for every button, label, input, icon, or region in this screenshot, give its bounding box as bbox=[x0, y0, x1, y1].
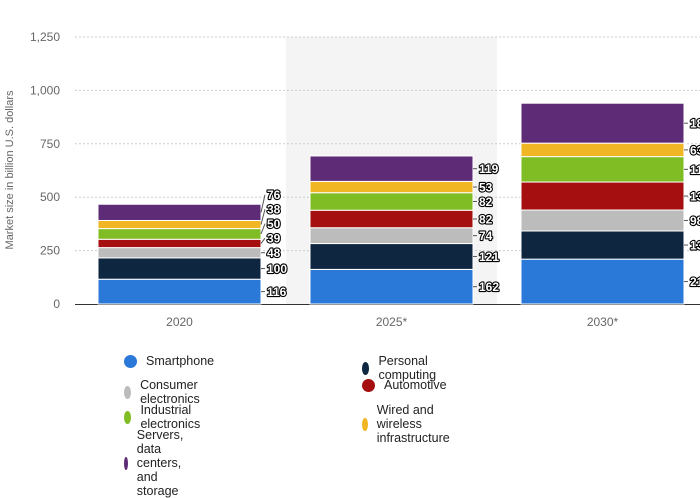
data-label: 38 bbox=[267, 203, 281, 217]
legend-label: Wired and wireless infrastructure bbox=[377, 403, 457, 445]
data-label: 132 bbox=[690, 239, 700, 253]
data-label: 63 bbox=[690, 143, 700, 157]
legend-marker-icon bbox=[362, 362, 369, 375]
bar-segment bbox=[310, 210, 473, 228]
legend-marker-icon bbox=[124, 386, 131, 399]
stacked-bar-chart: 0 250 500 750 1,000 1,250 Market size in billi… bbox=[0, 0, 700, 340]
legend-item[interactable]: Industrial electronics bbox=[124, 403, 206, 431]
legend-marker-icon bbox=[362, 379, 375, 392]
x-tick-label: 2030* bbox=[587, 315, 619, 329]
bar-segment bbox=[310, 193, 473, 211]
legend-label: Automotive bbox=[384, 378, 447, 392]
legend-label: Servers, data centers, and storage bbox=[137, 428, 193, 498]
bar-segment bbox=[310, 244, 473, 270]
data-label: 119 bbox=[479, 162, 499, 176]
legend-marker-icon bbox=[124, 411, 131, 424]
data-label: 82 bbox=[479, 212, 493, 226]
data-label: 100 bbox=[267, 262, 287, 276]
data-label: 187 bbox=[690, 117, 700, 131]
bar-segment bbox=[521, 231, 684, 259]
x-tick-label: 2025* bbox=[376, 315, 408, 329]
bar-segment bbox=[98, 239, 261, 247]
bar-segment bbox=[98, 229, 261, 240]
legend-label: Industrial electronics bbox=[140, 403, 205, 431]
label-leader-line bbox=[261, 224, 265, 234]
legend-marker-icon bbox=[124, 355, 137, 368]
bar-segment bbox=[310, 228, 473, 244]
bar-segment bbox=[98, 204, 261, 220]
bar-segment bbox=[310, 269, 473, 304]
bar-segment bbox=[98, 258, 261, 279]
data-label: 131 bbox=[690, 190, 700, 204]
data-label: 39 bbox=[267, 232, 281, 246]
bar-segment bbox=[521, 143, 684, 156]
legend-marker-icon bbox=[124, 457, 128, 470]
legend-label: Smartphone bbox=[146, 354, 214, 368]
data-label: 162 bbox=[479, 280, 499, 294]
bar-segment bbox=[521, 103, 684, 143]
legend-label: Consumer electronics bbox=[140, 378, 206, 406]
legend-item[interactable]: Wired and wireless infrastructure bbox=[362, 403, 457, 445]
legend-item[interactable]: Smartphone bbox=[124, 354, 214, 368]
bar-segment bbox=[521, 210, 684, 231]
x-tick-label: 2020 bbox=[166, 315, 193, 329]
bar-segment bbox=[98, 279, 261, 304]
data-label: 210 bbox=[690, 275, 700, 289]
y-tick-label: 1,250 bbox=[30, 30, 60, 44]
data-label: 82 bbox=[479, 195, 493, 209]
legend-item[interactable]: Automotive bbox=[362, 378, 447, 392]
bar-segment bbox=[310, 181, 473, 192]
data-label: 119 bbox=[690, 163, 700, 177]
y-tick-label: 500 bbox=[40, 190, 60, 204]
legend-item[interactable]: Servers, data centers, and storage bbox=[124, 428, 193, 498]
legend-marker-icon bbox=[362, 418, 368, 431]
bar-segment bbox=[310, 156, 473, 181]
data-label: 121 bbox=[479, 250, 499, 264]
y-tick-label: 750 bbox=[40, 137, 60, 151]
bar-segment bbox=[521, 182, 684, 210]
data-label: 50 bbox=[267, 217, 281, 231]
data-label: 74 bbox=[479, 229, 493, 243]
y-tick-label: 250 bbox=[40, 244, 60, 258]
bar-segment bbox=[521, 157, 684, 182]
data-label: 48 bbox=[267, 246, 281, 260]
y-tick-label: 1,000 bbox=[30, 83, 60, 97]
bar-segment bbox=[521, 259, 684, 304]
label-leader-line bbox=[261, 238, 265, 243]
bar-segment bbox=[98, 248, 261, 258]
data-label: 76 bbox=[267, 188, 281, 202]
data-label: 116 bbox=[267, 285, 287, 299]
y-tick-label: 0 bbox=[53, 297, 60, 311]
legend-item[interactable]: Consumer electronics bbox=[124, 378, 206, 406]
data-label: 53 bbox=[479, 180, 493, 194]
y-axis-label: Market size in billion U.S. dollars bbox=[4, 90, 16, 249]
data-label: 98 bbox=[690, 214, 700, 228]
bar-segment bbox=[98, 220, 261, 228]
